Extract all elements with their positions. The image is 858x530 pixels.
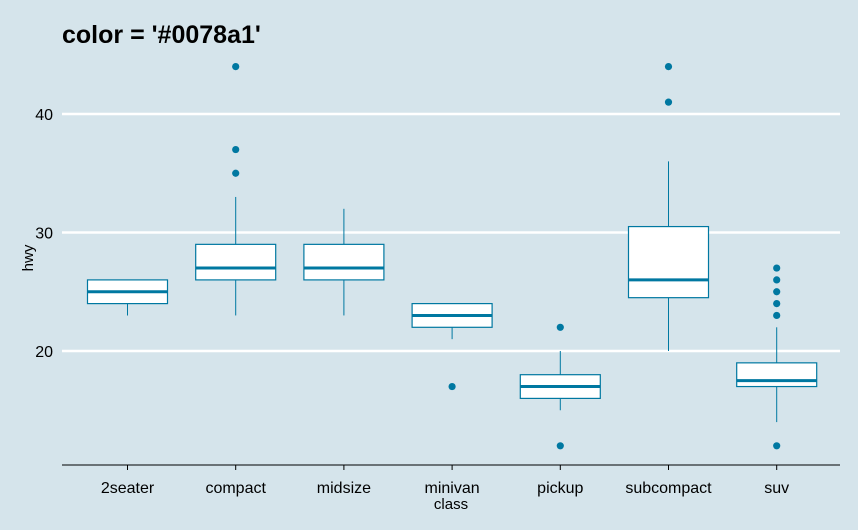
outlier-point [664,63,673,71]
x-tick-label: minivan [425,480,480,497]
outlier-point [773,300,781,308]
outlier-point [773,288,781,296]
outlier-point [232,169,240,177]
x-tick-label: midsize [317,480,371,497]
y-tick-label: 40 [35,107,53,124]
grid-lines [62,112,840,353]
x-tick-label: 2seater [101,480,155,497]
box-iqr [627,225,710,299]
box-iqr [303,243,385,281]
outlier-point [556,323,564,331]
x-tick-label: subcompact [625,480,712,497]
box-iqr [736,362,818,388]
outlier-point [773,276,781,284]
box-pickup [519,323,601,450]
boxplot-series [86,63,818,450]
box-compact [195,63,277,316]
y-tick-label: 20 [35,344,53,361]
box-suv [736,264,818,450]
outlier-point [232,145,240,154]
outlier-point [556,442,564,450]
outlier-point [773,311,781,320]
box-iqr [195,243,277,281]
outlier-point [664,98,673,106]
box-subcompact [627,63,710,351]
y-axis-ticks: 20 30 40 [35,107,53,361]
x-axis-label: class [434,496,468,513]
outlier-point [448,382,456,391]
chart-title: color = '#0078a1' [62,21,261,49]
y-tick-label: 30 [35,226,53,243]
box-midsize [303,208,385,316]
y-axis-label: hwy [20,244,37,271]
box-minivan [411,303,493,391]
outlier-point [232,63,240,71]
outlier-point [773,264,781,272]
x-tick-label: pickup [537,480,583,497]
outlier-point [773,442,781,450]
box-2seater [86,279,169,316]
x-tick-label: compact [205,480,266,497]
x-axis-ticks: 2seater compact midsize minivan pickup subcom… [101,465,789,497]
x-tick-label: suv [764,480,789,497]
